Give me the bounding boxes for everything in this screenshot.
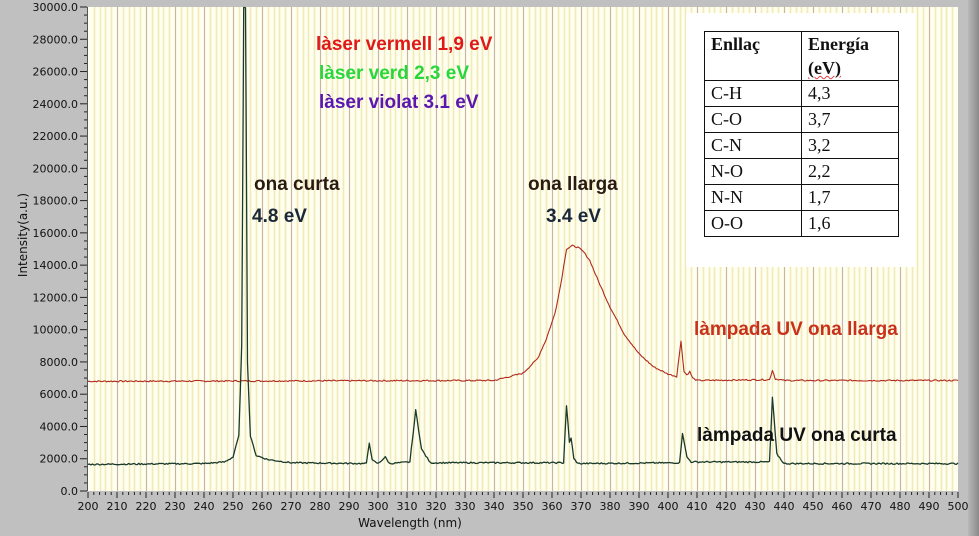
x-tick-label: 230: [165, 500, 186, 513]
y-tick-label: 4000.0: [40, 420, 79, 433]
x-tick-label: 330: [455, 500, 476, 513]
table-row: N-N 1,7: [704, 184, 899, 211]
spectrum-series: [87, 6, 959, 466]
header-energy-unit: (eV): [808, 58, 841, 78]
table-header-row: Enllaç Energía (eV): [704, 31, 899, 81]
bond-cell: C-N: [704, 132, 802, 159]
energy-cell: 3,7: [801, 106, 899, 133]
x-tick-label: 440: [774, 500, 795, 513]
annotation-long-wave-energy: 3.4 eV: [546, 206, 601, 227]
x-axis: 200 210 220 230 240 250 260 270 280 290 300 310 320 3…: [78, 492, 969, 513]
annotation-laser-violet: làser violat 3.1 eV: [319, 92, 479, 113]
bond-cell: N-O: [704, 158, 802, 185]
y-tick-label: 14000.0: [33, 259, 79, 272]
table-row: O-O 1,6: [704, 210, 899, 237]
annotation-laser-green: làser verd 2,3 eV: [319, 63, 469, 84]
y-tick-label: 12000.0: [33, 291, 79, 304]
annotation-short-wave: ona curta: [254, 174, 340, 195]
x-tick-label: 300: [368, 500, 389, 513]
x-tick-label: 320: [426, 500, 447, 513]
table-row: C-O 3,7: [704, 106, 899, 133]
x-tick-label: 490: [919, 500, 940, 513]
y-tick-label: 2000.0: [40, 453, 79, 466]
y-axis-title: Intensity(a.u.): [16, 193, 30, 277]
window-edge-shadow: [968, 0, 979, 536]
y-tick-label: 18000.0: [33, 195, 79, 208]
energy-cell: 1,6: [801, 210, 899, 237]
x-tick-label: 250: [223, 500, 244, 513]
bond-cell: N-N: [704, 184, 802, 211]
x-tick-label: 220: [136, 500, 157, 513]
x-tick-label: 350: [513, 500, 534, 513]
x-axis-title: Wavelength (nm): [358, 516, 462, 530]
x-tick-label: 290: [339, 500, 360, 513]
y-tick-label: 24000.0: [33, 98, 79, 111]
x-tick-label: 430: [745, 500, 766, 513]
energy-cell: 4,3: [801, 80, 899, 107]
header-energy: Energía (eV): [801, 31, 899, 81]
x-tick-label: 390: [629, 500, 650, 513]
x-tick-label: 380: [600, 500, 621, 513]
x-tick-label: 280: [310, 500, 331, 513]
x-tick-label: 470: [861, 500, 882, 513]
x-tick-label: 370: [571, 500, 592, 513]
y-tick-label: 0.0: [61, 485, 79, 498]
bond-cell: O-O: [704, 210, 802, 237]
x-tick-label: 420: [716, 500, 737, 513]
header-bond: Enllaç: [704, 31, 802, 81]
legend-short-wave-lamp: làmpada UV ona curta: [697, 425, 897, 446]
x-tick-label: 360: [542, 500, 563, 513]
long-wave-spectrum-line: [87, 244, 959, 383]
x-tick-label: 480: [890, 500, 911, 513]
header-energy-label: Energía: [808, 34, 869, 54]
bond-cell: C-O: [704, 106, 802, 133]
short-wave-spectrum-line: [87, 6, 959, 466]
x-tick-label: 410: [687, 500, 708, 513]
x-tick-label: 200: [78, 500, 99, 513]
y-tick-label: 8000.0: [40, 356, 79, 369]
x-tick-label: 340: [484, 500, 505, 513]
table-row: C-N 3,2: [704, 132, 899, 159]
y-tick-label: 10000.0: [33, 324, 79, 337]
x-tick-label: 310: [397, 500, 418, 513]
x-tick-label: 240: [194, 500, 215, 513]
y-tick-label: 30000.0: [33, 1, 79, 14]
energy-cell: 2,2: [801, 158, 899, 185]
y-tick-label: 6000.0: [40, 388, 79, 401]
annotation-laser-red: làser vermell 1,9 eV: [316, 34, 493, 55]
bond-cell: C-H: [704, 80, 802, 107]
energy-cell: 3,2: [801, 132, 899, 159]
x-tick-label: 460: [832, 500, 853, 513]
x-tick-label: 260: [252, 500, 273, 513]
y-axis: 0.0 2000.0 4000.0 6000.0 8000.0 10000.0 12000.…: [33, 1, 88, 498]
x-tick-label: 400: [658, 500, 679, 513]
x-tick-label: 210: [107, 500, 128, 513]
x-tick-label: 450: [803, 500, 824, 513]
y-tick-label: 22000.0: [33, 130, 79, 143]
y-tick-label: 16000.0: [33, 227, 79, 240]
energy-cell: 1,7: [801, 184, 899, 211]
x-tick-label: 500: [948, 500, 969, 513]
y-tick-label: 26000.0: [33, 66, 79, 79]
table-row: C-H 4,3: [704, 80, 899, 107]
legend-long-wave-lamp: làmpada UV ona llarga: [694, 319, 898, 340]
bond-energy-table: Enllaç Energía (eV) C-H 4,3 C-O 3,7 C-N 3,2 …: [686, 13, 916, 267]
y-tick-label: 20000.0: [33, 162, 79, 175]
y-tick-label: 28000.0: [33, 33, 79, 46]
table-row: N-O 2,2: [704, 158, 899, 185]
x-tick-label: 270: [281, 500, 302, 513]
bond-energy-grid: Enllaç Energía (eV) C-H 4,3 C-O 3,7 C-N 3,2 …: [704, 31, 899, 237]
annotation-long-wave: ona llarga: [528, 174, 618, 195]
annotation-short-wave-energy: 4.8 eV: [252, 206, 307, 227]
